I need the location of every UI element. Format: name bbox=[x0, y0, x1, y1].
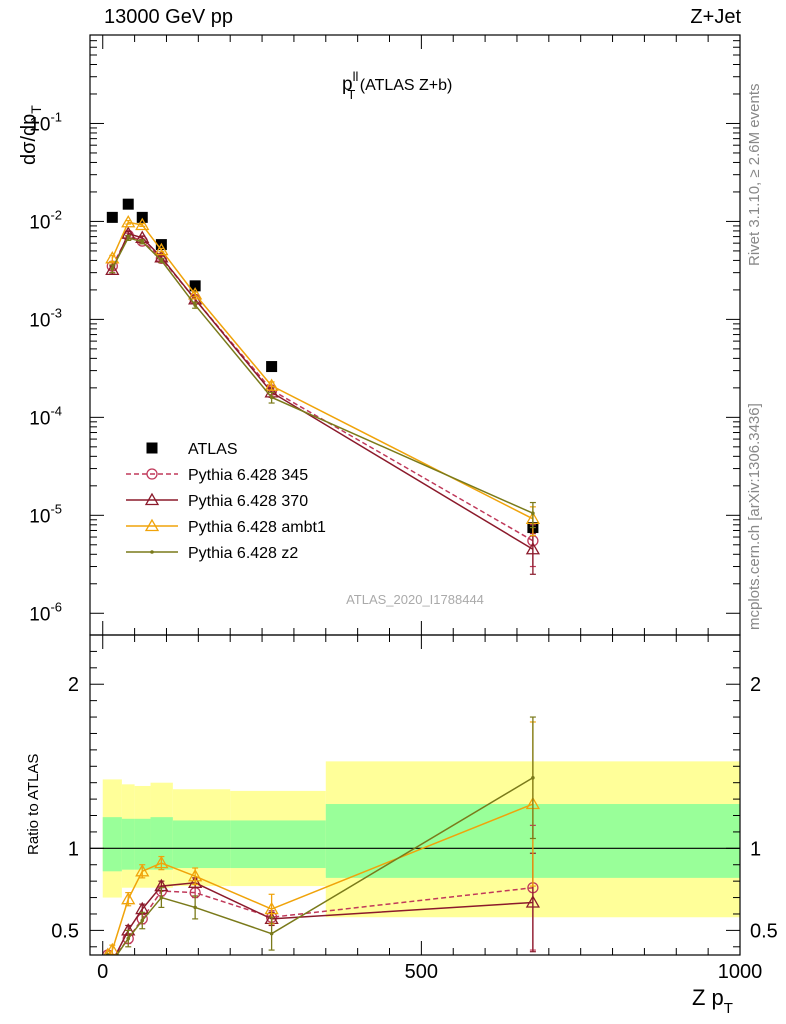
ratio-point-pythia-6-428-ambt1 bbox=[135, 863, 150, 877]
x-tick-label: 1000 bbox=[718, 961, 763, 983]
main-axes: 10-6 10-5 10-4 10-3 10-2 10-1 bbox=[29, 34, 741, 635]
main-point-pythia-6-428-ambt1 bbox=[154, 242, 169, 256]
main-line-pythia-6-428-z2 bbox=[111, 236, 534, 514]
main-y-axis-label-sub: T bbox=[28, 105, 44, 114]
legend: ATLAS Pythia 6.428 345 Pythia 6.428 370 Pyt… bbox=[126, 441, 326, 562]
ratio-point-pythia-6-428-370 bbox=[188, 875, 203, 888]
main-point-pythia-6-428-ambt1 bbox=[188, 287, 203, 300]
legend-label-pythia-6-428-345: Pythia 6.428 345 bbox=[188, 467, 308, 484]
main-point-pythia-6-428-z2 bbox=[531, 511, 535, 516]
main-point-pythia-6-428-370 bbox=[105, 262, 120, 276]
ratio-band-inner bbox=[121, 818, 135, 870]
main-point-pythia-6-428-370 bbox=[525, 541, 541, 555]
ratio-point-pythia-6-428-ambt1 bbox=[154, 855, 169, 869]
main-point-pythia-6-428-ambt1 bbox=[264, 378, 279, 391]
plot-title: pll T (ATLAS Z+b) bbox=[342, 69, 452, 102]
ratio-point-pythia-6-428-z2 bbox=[111, 960, 115, 964]
main-point-pythia-6-428-ambt1 bbox=[105, 251, 120, 264]
main-point-atlas bbox=[189, 280, 201, 292]
main-point-pythia-6-428-ambt1 bbox=[121, 214, 136, 228]
ratio-y-tick-label-right: 2 bbox=[750, 674, 761, 696]
main-y-axis-label-main: dσ/dp bbox=[18, 114, 40, 165]
main-y-tick-label: 10-5 bbox=[29, 501, 62, 527]
process-label: Z+Jet bbox=[690, 6, 741, 28]
ratio-y-tick-label-right: 1 bbox=[750, 838, 761, 860]
main-y-axis-label: dσ/dpT bbox=[18, 105, 44, 165]
main-point-pythia-6-428-z2 bbox=[126, 236, 131, 240]
ratio-point-pythia-6-428-z2 bbox=[159, 895, 164, 900]
plot-title-main: p bbox=[342, 74, 353, 95]
ratio-band-inner bbox=[134, 818, 151, 870]
main-y-tick-label: 10-3 bbox=[29, 305, 62, 331]
legend-marker-pythia-6-428-ambt1 bbox=[144, 518, 160, 532]
main-point-atlas bbox=[122, 198, 134, 210]
main-point-pythia-6-428-z2 bbox=[269, 395, 274, 400]
plot-title-rest: (ATLAS Z+b) bbox=[355, 77, 452, 94]
plot-title-sub: T bbox=[347, 87, 355, 102]
ratio-y-tick-label-left: 2 bbox=[68, 674, 79, 696]
main-point-pythia-6-428-z2 bbox=[193, 303, 197, 307]
ratio-point-pythia-6-428-z2 bbox=[531, 775, 535, 780]
x-axis-label-sub: T bbox=[724, 1000, 733, 1017]
legend-label-atlas: ATLAS bbox=[188, 441, 238, 458]
ratio-y-tick-label-right: 0.5 bbox=[750, 920, 778, 942]
main-point-pythia-6-428-ambt1 bbox=[135, 217, 150, 231]
collision-label: 13000 GeV pp bbox=[104, 6, 233, 28]
legend-label-pythia-6-428-370: Pythia 6.428 370 bbox=[188, 493, 308, 510]
main-y-tick-label: 10-2 bbox=[29, 207, 62, 233]
main-point-pythia-6-428-z2 bbox=[140, 239, 145, 244]
ratio-y-tick-label-left: 0.5 bbox=[51, 920, 79, 942]
ratio-point-pythia-6-428-345 bbox=[109, 954, 116, 955]
main-point-atlas bbox=[136, 211, 148, 223]
analysis-watermark: ATLAS_2020_I1788444 bbox=[346, 592, 484, 607]
ratio-line-pythia-6-428-ambt1 bbox=[107, 803, 534, 955]
ratio-band-inner bbox=[172, 820, 231, 869]
ratio-axes: 0.5 0.5 1 1 2 2 0 500 1000 bbox=[51, 635, 778, 983]
main-y-tick-label: 10-4 bbox=[29, 403, 62, 429]
plot-title-sup: ll bbox=[353, 69, 359, 84]
ratio-point-pythia-6-428-370 bbox=[525, 895, 541, 908]
x-axis-label: Z pT bbox=[692, 985, 733, 1017]
legend-marker-pythia-6-428-345 bbox=[146, 468, 158, 480]
main-point-pythia-6-428-z2 bbox=[159, 258, 164, 263]
main-point-pythia-6-428-z2 bbox=[110, 266, 115, 271]
ratio-plot-frame bbox=[89, 634, 741, 956]
x-tick-label: 0 bbox=[97, 961, 108, 983]
x-tick-label: 500 bbox=[405, 961, 438, 983]
main-point-atlas bbox=[266, 361, 278, 373]
main-line-pythia-6-428-370 bbox=[111, 232, 534, 550]
ratio-band-inner bbox=[150, 817, 173, 870]
legend-marker-pythia-6-428-z2 bbox=[150, 550, 154, 554]
legend-marker-pythia-6-428-370 bbox=[144, 492, 160, 506]
ratio-band-inner bbox=[102, 817, 122, 872]
main-series-group bbox=[105, 198, 541, 575]
legend-label-pythia-6-428-ambt1: Pythia 6.428 ambt1 bbox=[188, 519, 326, 536]
main-point-pythia-6-428-345 bbox=[155, 252, 168, 264]
ratio-point-pythia-6-428-ambt1 bbox=[264, 901, 279, 915]
ratio-y-tick-label-left: 1 bbox=[68, 838, 79, 860]
x-axis-label-main: Z p bbox=[692, 985, 724, 1010]
ratio-point-pythia-6-428-z2 bbox=[126, 936, 131, 941]
ratio-line-pythia-6-428-370 bbox=[107, 882, 533, 955]
ratio-y-axis-label: Ratio to ATLAS bbox=[25, 754, 42, 855]
ratio-point-pythia-6-428-ambt1 bbox=[121, 891, 136, 905]
ratio-series-group bbox=[102, 716, 541, 964]
legend-marker-atlas bbox=[146, 442, 158, 454]
ratio-point-pythia-6-428-ambt1 bbox=[188, 868, 203, 882]
main-y-tick-label: 10-1 bbox=[29, 109, 62, 135]
main-y-tick-label: 10-6 bbox=[29, 599, 62, 625]
ratio-point-pythia-6-428-z2 bbox=[193, 905, 197, 910]
legend-label-pythia-6-428-z2: Pythia 6.428 z2 bbox=[188, 545, 298, 562]
main-line-pythia-6-428-345 bbox=[111, 234, 534, 542]
main-point-atlas bbox=[106, 211, 118, 223]
ratio-line-pythia-6-428-z2 bbox=[107, 777, 534, 955]
ratio-point-pythia-6-428-z2 bbox=[269, 931, 274, 936]
ratio-point-pythia-6-428-z2 bbox=[140, 918, 145, 923]
ratio-band-inner bbox=[230, 820, 326, 869]
